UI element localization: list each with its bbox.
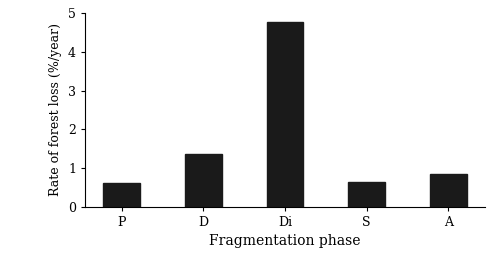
X-axis label: Fragmentation phase: Fragmentation phase	[209, 234, 361, 248]
Y-axis label: Rate of forest loss (%/year): Rate of forest loss (%/year)	[50, 24, 62, 196]
Bar	[348, 182, 385, 207]
Bar	[266, 22, 304, 207]
Bar	[185, 154, 222, 207]
Bar	[103, 183, 140, 207]
Bar	[430, 174, 467, 207]
